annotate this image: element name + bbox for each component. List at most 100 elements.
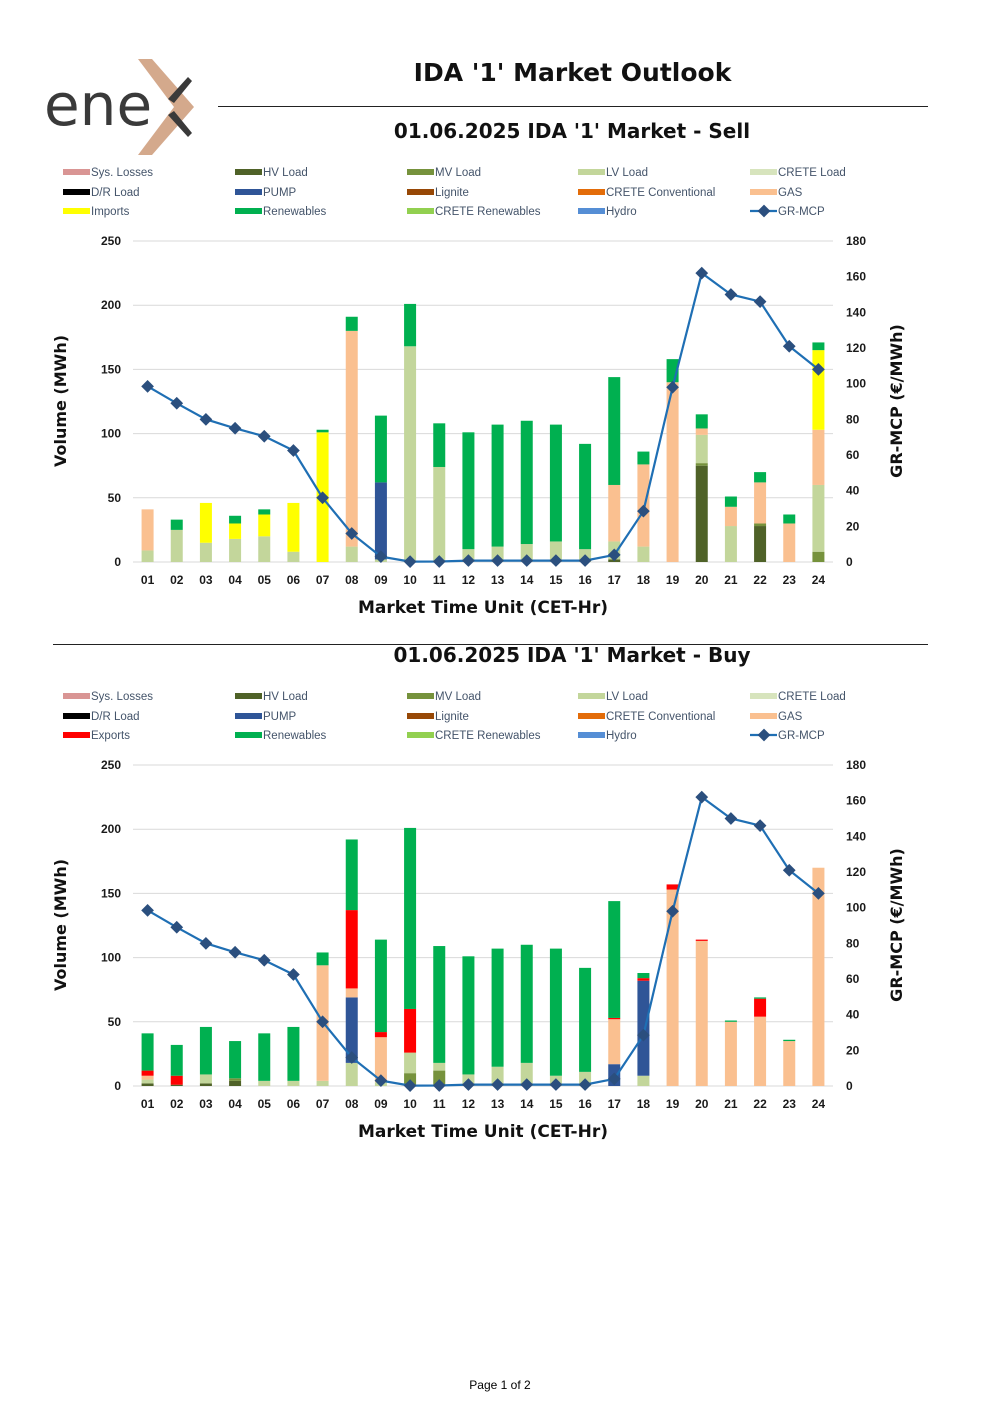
bar-lv-21 [724, 526, 737, 562]
legend-item-hydro: Hydro [578, 730, 637, 742]
legend-item-sys: Sys. Losses [63, 167, 153, 179]
bar-gas-23 [783, 1041, 796, 1086]
x-tick-label: 23 [783, 573, 797, 587]
legend-label: GR-MCP [778, 206, 825, 218]
mcp-point-04 [228, 945, 242, 959]
bar-ren-04 [229, 1041, 242, 1079]
x-tick-label: 12 [462, 573, 476, 587]
bar-gas-20 [695, 940, 708, 1086]
bar-lv-18 [637, 546, 650, 562]
bar-ren-17 [608, 901, 621, 1018]
bar-lv-20 [695, 434, 708, 464]
bar-ren-05 [258, 1033, 271, 1081]
bar-gas-19 [666, 889, 679, 1086]
section-divider [53, 644, 928, 645]
x-tick-label: 21 [724, 573, 738, 587]
bar-ren-07 [316, 952, 329, 966]
bar-ren-23 [783, 1039, 796, 1042]
bar-flow-02 [170, 1075, 183, 1085]
bar-ren-18 [637, 451, 650, 465]
y2-tick-label: 120 [846, 341, 866, 355]
bar-flow-08 [345, 910, 358, 989]
legend-swatch [578, 189, 605, 195]
x-tick-label: 06 [287, 573, 301, 587]
x-tick-label: 14 [520, 1097, 534, 1111]
bar-pump-08 [345, 997, 358, 1063]
bar-hv-22 [754, 526, 767, 562]
mcp-point-01 [141, 379, 154, 393]
legend-swatch [235, 732, 262, 738]
bar-ren-04 [229, 515, 242, 524]
bar-lv-15 [549, 541, 562, 562]
bar-ren-22 [754, 997, 767, 999]
bar-gas-22 [754, 482, 767, 524]
legend-item-creteren: CRETE Renewables [407, 206, 541, 218]
bar-flow-01 [141, 1070, 154, 1076]
mcp-point-02 [170, 396, 184, 410]
x-tick-label: 19 [666, 573, 680, 587]
legend-item-crete: CRETE Load [750, 691, 846, 703]
bar-ren-03 [199, 1026, 212, 1075]
bar-ren-12 [462, 432, 475, 550]
legend-swatch [63, 732, 90, 738]
y-tick-label: 50 [108, 1015, 122, 1029]
x-tick-label: 13 [491, 573, 505, 587]
legend-label: Renewables [263, 730, 327, 742]
legend-label: LV Load [606, 691, 648, 703]
bar-mv-20 [695, 463, 708, 466]
bar-ren-02 [170, 519, 183, 530]
legend-label: Imports [91, 206, 130, 218]
x-tick-label: 01 [141, 573, 155, 587]
buy-chart: 01.06.2025 IDA '1' Market - Buy Sys. Loss… [51, 643, 906, 1142]
y-tick-label: 100 [101, 951, 121, 965]
x-axis-title: Market Time Unit (CET-Hr) [358, 1122, 608, 1142]
y2-tick-label: 180 [846, 758, 866, 772]
legend-swatch [63, 189, 90, 195]
mcp-point-07 [316, 491, 329, 505]
x-tick-label: 05 [258, 1097, 272, 1111]
x-tick-label: 15 [549, 1097, 563, 1111]
x-tick-label: 19 [666, 1097, 680, 1111]
y-tick-label: 250 [101, 758, 121, 772]
bar-hv-01 [141, 1083, 154, 1086]
bar-lv-07 [316, 1080, 329, 1086]
x-tick-label: 01 [141, 1097, 155, 1111]
bar-lv-05 [258, 536, 271, 562]
bar-lv-08 [345, 1062, 358, 1086]
legend-label: Lignite [435, 711, 469, 723]
legend-swatch [578, 208, 605, 214]
mcp-point-12 [462, 554, 475, 567]
bar-ren-14 [520, 944, 533, 1063]
legend-swatch [63, 208, 90, 214]
bar-ren-18 [637, 973, 650, 979]
x-tick-label: 13 [491, 1097, 505, 1111]
legend-item-crete: CRETE Load [750, 167, 846, 179]
legend-label: Hydro [606, 206, 637, 218]
bar-lv-05 [258, 1080, 271, 1086]
legend-label: CRETE Load [778, 691, 846, 703]
chart-title: 01.06.2025 IDA '1' Market - Sell [394, 119, 750, 143]
x-tick-label: 10 [403, 573, 417, 587]
legend-swatch [235, 693, 262, 699]
legend-item-creteconv: CRETE Conventional [578, 711, 715, 723]
mcp-point-13 [491, 554, 504, 567]
legend-label: D/R Load [91, 187, 140, 199]
bar-ren-11 [433, 423, 446, 467]
legend-label: Hydro [606, 730, 637, 742]
legend-swatch [578, 693, 605, 699]
bar-ren-02 [170, 1044, 183, 1076]
legend-label: HV Load [263, 167, 308, 179]
y-tick-label: 50 [108, 491, 122, 505]
x-tick-label: 16 [578, 1097, 592, 1111]
x-tick-label: 11 [433, 573, 446, 587]
legend-swatch [235, 169, 262, 175]
bar-lv-11 [433, 1062, 446, 1071]
x-tick-label: 21 [724, 1097, 738, 1111]
enex-logo: ene [44, 59, 194, 155]
y2-tick-label: 140 [846, 829, 866, 843]
mcp-point-09 [374, 550, 388, 564]
legend-swatch [407, 189, 434, 195]
mcp-point-03 [199, 412, 213, 426]
x-tick-label: 08 [345, 573, 359, 587]
bar-flow-09 [374, 1032, 387, 1038]
